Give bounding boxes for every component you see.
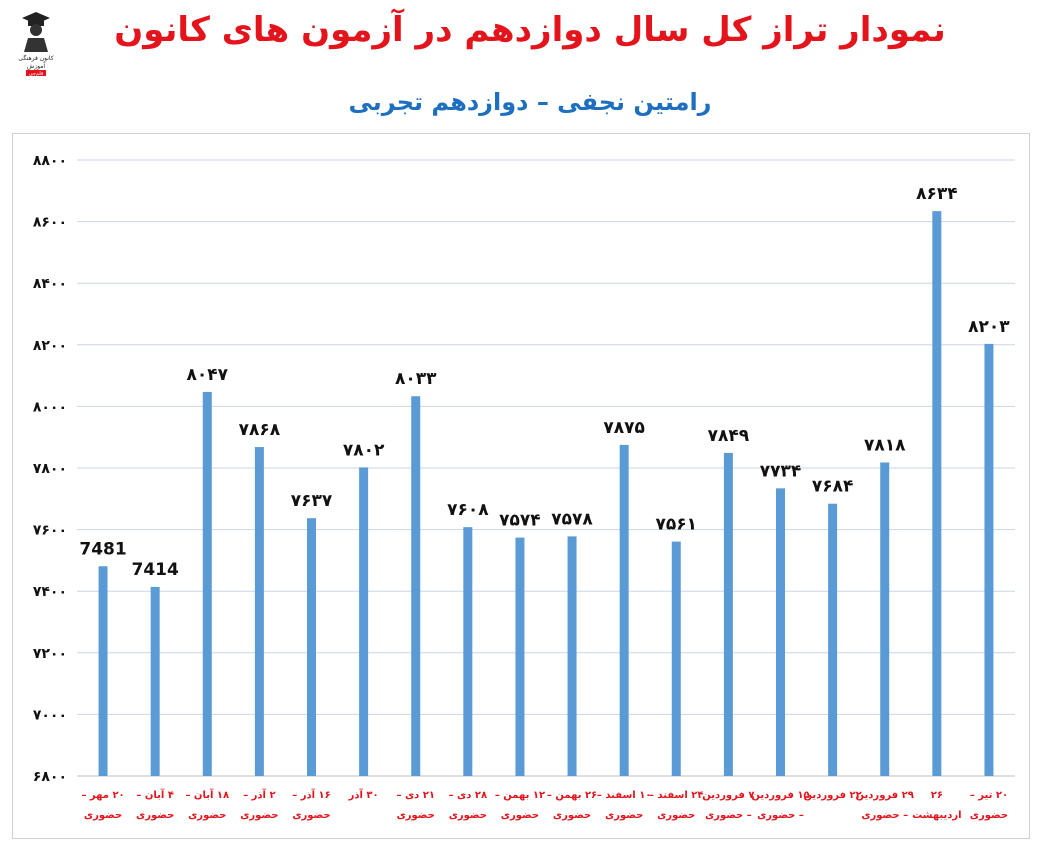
data-label: ۷۸۶۸ [239,420,281,440]
chart-title: نمودار تراز کل سال دوازدهم در آزمون های … [114,10,946,50]
y-tick-label: ۷۰۰۰ [33,707,67,723]
data-label: ۷۵۷۴ [499,511,541,531]
category-label: ۲۲ فروردین [803,790,861,801]
bar [619,444,629,776]
category-label: ۲۰ تیر – [970,790,1008,801]
bar [202,391,212,776]
category-label: ۲ آذر – [243,788,275,801]
category-label: ۲۸ دی – [449,790,487,801]
category-label-line2: حضوری [970,810,1008,821]
data-label: ۷۶۰۸ [447,500,489,520]
svg-text:قلم‌چی: قلم‌چی [29,71,44,76]
category-label-line2: حضوری [240,810,278,821]
category-label-line2: حضوری [449,810,487,821]
bar [463,527,473,776]
data-label: ۷۶۸۴ [812,477,854,497]
bar [880,462,890,776]
data-label: ۷۷۳۴ [760,461,802,481]
data-label: 7414 [132,560,179,580]
category-label-line2: حضوری [136,810,174,821]
bar [671,541,681,776]
data-label: ۷۸۷۵ [603,418,645,438]
data-label: ۷۵۷۸ [551,509,593,529]
bar [828,503,838,776]
data-label: ۸۰۳۳ [395,369,437,389]
category-label-line2: حضوری [553,810,591,821]
y-tick-label: ۷۲۰۰ [33,646,67,662]
category-label-line2: حضوری [292,810,330,821]
category-label: ۷ فروردین [702,790,754,801]
y-tick-label: ۸۲۰۰ [33,338,67,354]
chart-subtitle: رامتین نجفی – دوازدهم تجربی [348,88,712,116]
category-label: ۲۶ بهمن – [547,790,597,801]
y-tick-label: ۷۴۰۰ [33,584,67,600]
y-tick-label: ۸۰۰۰ [33,399,67,415]
data-label: ۸۲۰۳ [968,317,1010,337]
bar [307,518,316,776]
category-label-line2: حضوری [605,810,643,821]
category-label: ۱۲ بهمن – [495,790,545,801]
category-label: ۲۹ فروردین [856,790,914,801]
svg-text:آموزش: آموزش [27,61,46,70]
chart-frame: ۶۸۰۰ ۷۰۰۰ ۷۲۰۰ ۷۴۰۰ ۷۶۰۰ ۷۸۰۰ ۸۰۰۰ ۸۲۰۰ ۸۴۰۰ ۸۶۰۰… [12,133,1030,839]
y-tick-label: ۷۶۰۰ [33,523,67,539]
category-label-line2: – حضوری [705,810,752,821]
data-label: ۸۶۳۴ [916,184,958,204]
category-label-line2: اردیبهشت [912,810,962,821]
y-tick-label: ۸۸۰۰ [33,153,67,169]
y-tick-label: ۷۸۰۰ [33,461,67,477]
category-label: ۲۰ مهر – [81,790,124,801]
category-label-line2: – حضوری [861,810,908,821]
bar [567,536,577,776]
category-label-line2: حضوری [657,810,695,821]
category-label-line2: حضوری [84,810,122,821]
data-label: ۷۶۳۷ [291,491,333,511]
bar [411,396,421,776]
svg-text:کانون فرهنگی: کانون فرهنگی [18,54,53,62]
bar-chart: ۶۸۰۰ ۷۰۰۰ ۷۲۰۰ ۷۴۰۰ ۷۶۰۰ ۷۸۰۰ ۸۰۰۰ ۸۲۰۰ ۸۴۰۰ ۸۶۰۰… [33,153,1015,821]
bar [150,586,160,776]
category-label: ۴ آبان – [136,788,174,801]
bar [932,211,942,776]
y-tick-label: ۶۸۰۰ [33,769,67,785]
category-label: ۳۰ آذر [348,788,379,801]
data-label: ۷۸۱۸ [864,435,906,455]
data-label: 7481 [79,539,126,559]
category-label: ۱۶ آذر – [292,788,331,801]
y-tick-label: ۸۴۰۰ [33,276,67,292]
data-label: ۷۸۰۲ [343,440,385,460]
graduate-figure-icon [22,12,50,52]
data-label: ۸۰۴۷ [187,365,229,385]
category-label-line2: حضوری [188,810,226,821]
bar [515,537,525,776]
data-label: ۷۵۶۱ [656,515,698,535]
category-label-line2: – حضوری [757,810,804,821]
kanoon-logo: کانون فرهنگی آموزش قلم‌چی [18,12,54,76]
category-label: ۲۶ [931,790,943,801]
category-label-line2: حضوری [397,810,435,821]
bar [359,467,369,776]
bar [723,452,733,776]
data-label: ۷۸۴۹ [708,426,750,446]
category-label: ۱۵ فروردین [751,790,809,801]
y-tick-label: ۸۶۰۰ [33,215,67,231]
category-label: ۱۰ اسفند – [597,790,652,801]
category-label: ۱۸ آبان – [185,788,229,801]
category-label: ۲۴ اسفند – [649,790,704,801]
bar [984,343,994,776]
bar [98,566,108,776]
bar [776,488,785,776]
category-label-line2: حضوری [501,810,539,821]
bar [254,447,264,776]
category-label: ۲۱ دی – [396,790,434,801]
